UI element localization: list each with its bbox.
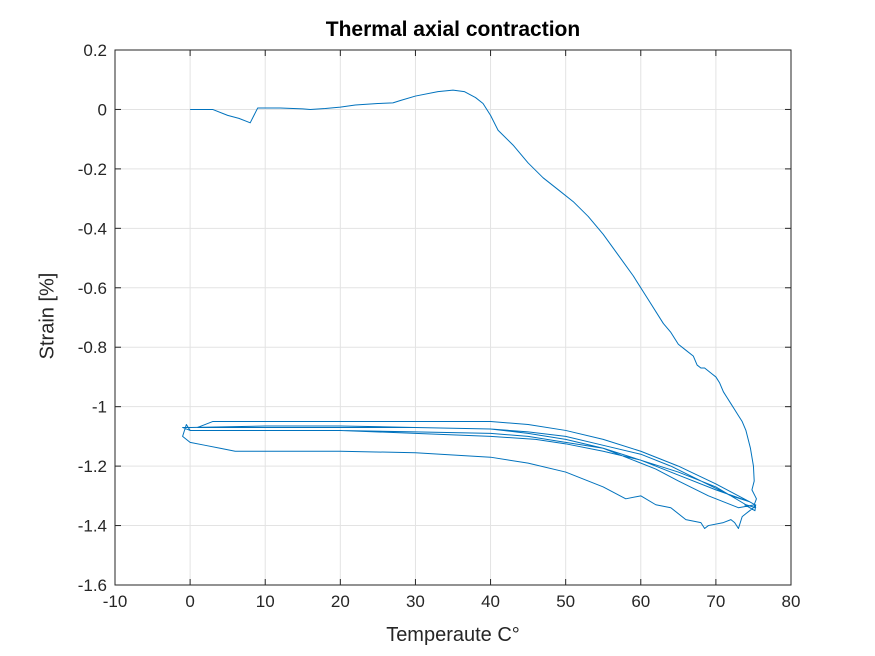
x-tick-label: 30 <box>406 592 425 611</box>
x-tick-label: 80 <box>782 592 801 611</box>
x-tick-label: 70 <box>706 592 725 611</box>
y-tick-label: -1.2 <box>78 457 107 476</box>
x-tick-label: 10 <box>256 592 275 611</box>
y-tick-label: -1.6 <box>78 576 107 595</box>
axes-box <box>114 49 792 586</box>
x-tick-label: 60 <box>631 592 650 611</box>
x-tick-label: 50 <box>556 592 575 611</box>
y-tick-label: -0.6 <box>78 279 107 298</box>
y-tick-label: -1 <box>92 398 107 417</box>
y-tick-label: -0.8 <box>78 338 107 357</box>
y-axis-label: Strain [%] <box>36 272 59 360</box>
strain-series-line <box>182 89 757 530</box>
y-tick-label: -0.4 <box>78 219 107 238</box>
series-layer <box>182 89 757 530</box>
chart-title: Thermal axial contraction <box>325 18 581 41</box>
grid-layer <box>114 49 792 586</box>
y-tick-label: -1.4 <box>78 517 107 536</box>
x-tick-label: 20 <box>331 592 350 611</box>
x-tick-label: -10 <box>103 592 128 611</box>
y-tick-label: 0.2 <box>83 41 107 60</box>
x-axis-label: Temperaute C° <box>386 624 520 646</box>
axes-layer: -10 0 10 20 30 40 50 60 70 80 -1.6 -1.4 -1.2 -1 -0.8 -0… <box>78 41 801 611</box>
x-tick-label: 0 <box>185 592 194 611</box>
x-tick-label: 40 <box>481 592 500 611</box>
y-tick-label: 0 <box>98 100 107 119</box>
y-tick-label: -0.2 <box>78 160 107 179</box>
